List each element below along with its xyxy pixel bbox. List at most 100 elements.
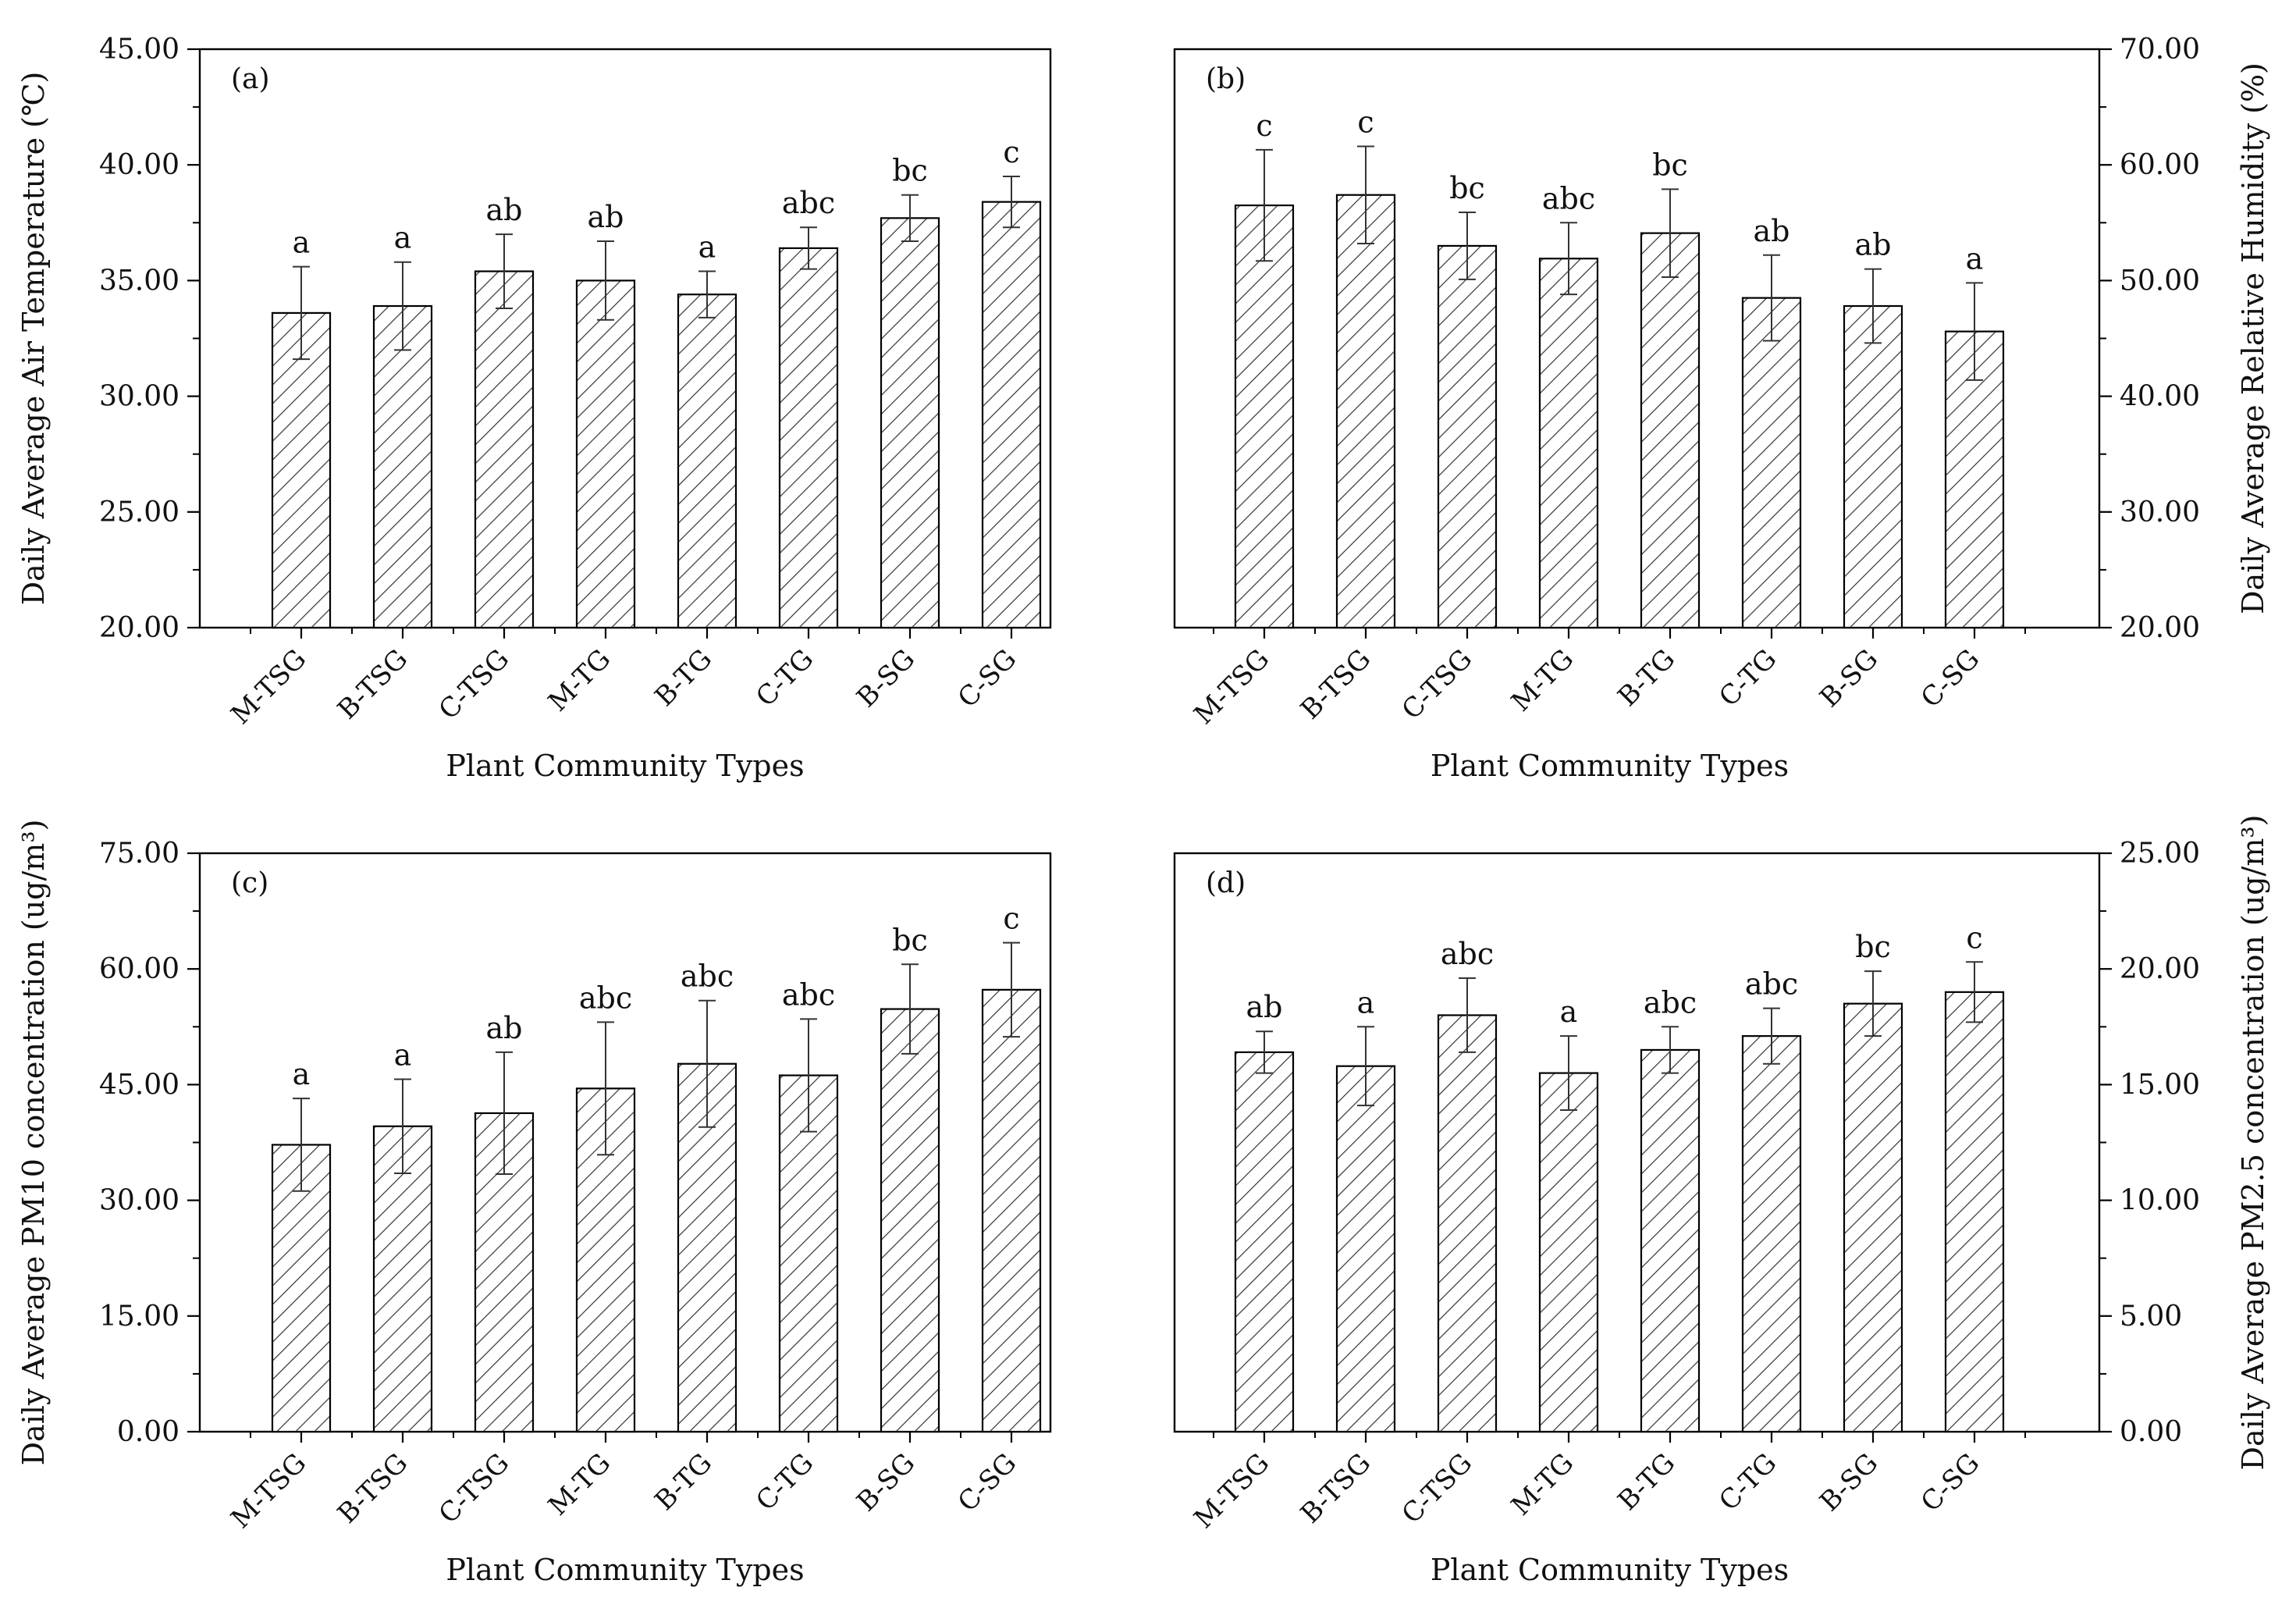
- bar-b-tg: [1640, 232, 1701, 629]
- bar-m-tsg: [271, 1144, 332, 1433]
- x-tick-label-b-tg: B-TG: [1612, 1447, 1681, 1517]
- significance-label-m-tg: ab: [588, 200, 624, 234]
- panel-label: (b): [1206, 63, 1246, 95]
- significance-label-m-tsg: c: [1256, 109, 1272, 143]
- x-tick-label-b-tsg: B-TSG: [1295, 1447, 1377, 1529]
- significance-label-c-sg: a: [1966, 241, 1984, 276]
- bar-m-tg: [1538, 1072, 1599, 1433]
- y-tick-label: 60.00: [2120, 149, 2200, 181]
- x-tick-label-c-tsg: C-TSG: [433, 1447, 516, 1530]
- x-tick-label-b-tg: B-TG: [649, 1447, 718, 1517]
- bar-m-tg: [1538, 258, 1599, 629]
- x-tick-label-c-tg: C-TG: [750, 1447, 819, 1517]
- y-tick-label: 40.00: [99, 149, 179, 181]
- y-tick-label: 70.00: [2120, 34, 2200, 66]
- bar-b-tg: [1640, 1048, 1701, 1433]
- panel-d-pm25: 0.00 5.00 10.00 15.00 20.00 25.00 Daily Averag…: [1173, 815, 2270, 1587]
- x-tick-label-m-tsg: M-TSG: [1188, 643, 1275, 731]
- significance-label-c-tg: abc: [782, 186, 835, 220]
- y-tick-label: 10.00: [2120, 1185, 2200, 1217]
- x-axis-title: Plant Community Types: [1431, 749, 1789, 783]
- y-tick-label: 35.00: [99, 265, 179, 297]
- panel-c-pm10: 0.00 15.00 30.00 45.00 60.00 75.00 Daily Avera…: [16, 820, 1052, 1587]
- y-tick-label: 15.00: [2120, 1069, 2200, 1101]
- y-tick-label: 40.00: [2120, 381, 2200, 413]
- significance-label-m-tg: a: [1560, 995, 1578, 1029]
- x-tick-label-b-tg: B-TG: [649, 643, 718, 713]
- panel-label: (d): [1206, 867, 1246, 899]
- bar-c-tsg: [474, 270, 535, 629]
- bar-c-tsg: [1437, 244, 1498, 629]
- x-tick-label-c-tg: C-TG: [1713, 643, 1782, 713]
- x-tick-label-b-tsg: B-TSG: [332, 1447, 414, 1529]
- y-tick-label: 20.00: [2120, 612, 2200, 644]
- bar-b-sg: [880, 217, 940, 629]
- significance-label-m-tsg: a: [293, 226, 311, 260]
- y-tick-label: 30.00: [2120, 496, 2200, 528]
- significance-label-m-tg: abc: [1542, 181, 1595, 215]
- bar-m-tsg: [1234, 204, 1295, 629]
- x-tick-label-m-tsg: M-TSG: [1188, 1447, 1275, 1535]
- significance-label-b-tsg: a: [394, 1037, 412, 1072]
- bar-b-sg: [880, 1008, 940, 1433]
- significance-label-c-tsg: ab: [486, 1011, 523, 1045]
- y-tick-label: 30.00: [99, 381, 179, 413]
- bar-b-tg: [677, 294, 737, 629]
- significance-label-b-tsg: c: [1357, 105, 1374, 139]
- x-tick-label-m-tg: M-TG: [542, 643, 617, 717]
- significance-label-c-tsg: ab: [486, 193, 523, 227]
- significance-label-c-tsg: bc: [1449, 171, 1485, 205]
- significance-label-b-tg: abc: [681, 959, 734, 994]
- significance-label-c-sg: c: [1003, 135, 1019, 169]
- significance-label-m-tg: abc: [579, 980, 632, 1015]
- x-tick-label-c-tsg: C-TSG: [1396, 1447, 1479, 1530]
- x-tick-label-c-sg: C-SG: [952, 1447, 1022, 1518]
- bar-m-tsg: [271, 311, 332, 629]
- y-tick-label: 50.00: [2120, 265, 2200, 297]
- significance-label-c-tg: abc: [782, 977, 835, 1012]
- x-tick-label-b-sg: B-SG: [1814, 1447, 1884, 1518]
- significance-label-b-tg: a: [698, 230, 716, 265]
- y-tick-label: 25.00: [99, 496, 179, 528]
- significance-label-b-tsg: a: [394, 221, 412, 255]
- significance-label-c-sg: c: [1003, 902, 1019, 936]
- y-tick-label: 15.00: [99, 1301, 179, 1333]
- y-tick-label: 25.00: [2120, 838, 2200, 870]
- x-tick-label-c-sg: C-SG: [1915, 643, 1985, 714]
- bar-m-tg: [575, 279, 636, 629]
- x-tick-label-c-sg: C-SG: [952, 643, 1022, 714]
- x-tick-label-b-sg: B-SG: [851, 1447, 921, 1518]
- x-axis-title: Plant Community Types: [446, 749, 804, 783]
- significance-label-b-tg: abc: [1644, 985, 1697, 1020]
- significance-label-c-tsg: abc: [1441, 937, 1494, 971]
- x-tick-label-b-sg: B-SG: [1814, 643, 1884, 714]
- y-tick-label: 20.00: [99, 612, 179, 644]
- x-tick-label-m-tg: M-TG: [1505, 643, 1580, 717]
- significance-label-b-sg: bc: [1855, 930, 1891, 964]
- y-tick-label: 60.00: [99, 953, 179, 985]
- x-tick-label-b-tsg: B-TSG: [332, 643, 414, 725]
- x-tick-label-b-tsg: B-TSG: [1295, 643, 1377, 725]
- significance-label-c-tg: ab: [1754, 214, 1790, 248]
- x-tick-label-m-tsg: M-TSG: [225, 1447, 312, 1535]
- significance-label-c-tg: abc: [1745, 967, 1798, 1002]
- y-tick-label: 0.00: [2120, 1416, 2182, 1448]
- bar-b-sg: [1843, 1002, 1903, 1433]
- bar-b-sg: [1843, 304, 1903, 629]
- panel-label: (c): [231, 867, 268, 899]
- x-tick-label-c-tsg: C-TSG: [433, 643, 516, 726]
- bar-b-tsg: [1335, 194, 1396, 629]
- significance-label-m-tsg: ab: [1246, 990, 1283, 1024]
- panel-a-air-temperature: 20.00 25.00 30.00 35.00 40.00 45.00 Daily Aver…: [16, 34, 1052, 783]
- x-tick-label-b-tg: B-TG: [1612, 643, 1681, 713]
- x-tick-label-c-tg: C-TG: [750, 643, 819, 713]
- significance-label-b-sg: ab: [1855, 228, 1892, 262]
- significance-label-m-tsg: a: [293, 1057, 311, 1091]
- y-axis-title: Daily Average PM10 concentration (ug/m³): [16, 820, 51, 1466]
- x-tick-label-c-tg: C-TG: [1713, 1447, 1782, 1517]
- bar-c-sg: [1944, 991, 2005, 1433]
- bar-c-tg: [1741, 297, 1802, 629]
- bar-b-tsg: [372, 304, 433, 629]
- y-tick-label: 0.00: [117, 1416, 179, 1448]
